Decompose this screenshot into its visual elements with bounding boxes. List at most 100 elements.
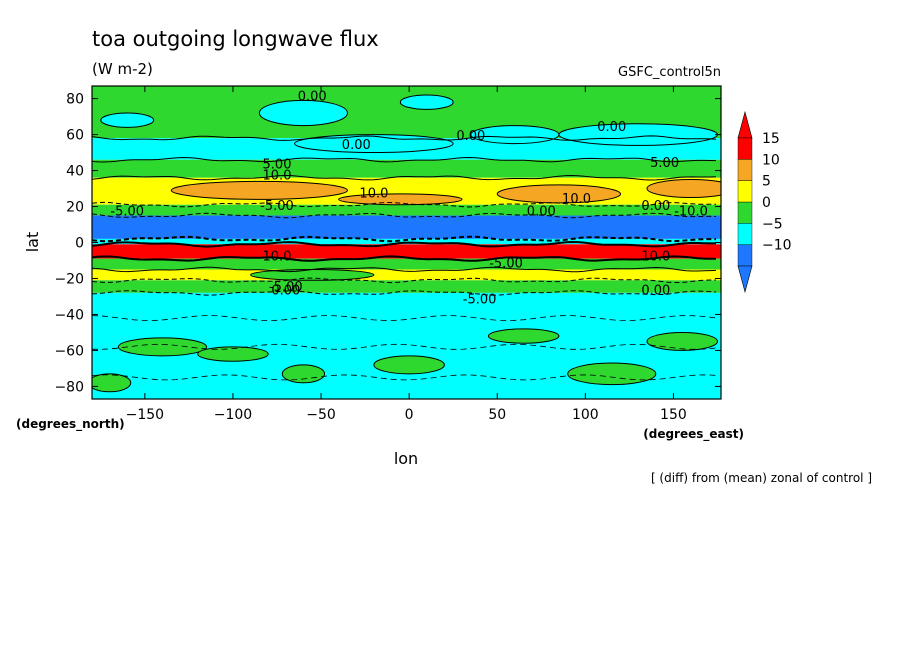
latitude-bands (92, 86, 721, 399)
contour-label-7: 10.0 (359, 187, 388, 202)
x-axis-ticks: −150 −100 −50 0 50 100 150 (126, 86, 687, 423)
contour-line-6 (92, 235, 717, 243)
contour-label-15: 10.0 (641, 249, 670, 264)
contour-lines (92, 135, 717, 381)
contour-label-16: -5.00 (489, 257, 523, 272)
contour-dashed-2 (92, 374, 717, 381)
patch-11 (117, 337, 208, 357)
patch-13 (281, 364, 326, 384)
contour-line-2 (92, 156, 717, 163)
patch-15 (487, 328, 560, 344)
patch-18 (92, 373, 132, 393)
contour-label-12: 0.00 (641, 199, 670, 214)
colorbar-label-4: 10 (762, 152, 780, 168)
x-tick-label-3: 0 (405, 407, 414, 423)
patch-9 (646, 179, 721, 199)
contour-label-9: -5.00 (110, 205, 144, 220)
patch-12 (197, 346, 269, 362)
x-tick-label-0: −150 (126, 407, 164, 423)
colorbar-label-3: 5 (762, 174, 771, 190)
contour-line-7 (92, 240, 716, 248)
y-tick-label-5: 20 (66, 200, 84, 216)
patch-8 (496, 184, 622, 204)
footnote: [ (diff) from (mean) zonal of control ] (651, 471, 872, 485)
y-tick-label-0: −80 (54, 379, 84, 395)
chart-units: (W m-2) (92, 60, 153, 78)
y-tick-label-3: −20 (54, 271, 84, 287)
contour-dashed-0 (92, 315, 717, 321)
x-axis-label: lon (394, 449, 418, 468)
colorbar-top-triangle (737, 110, 753, 139)
contour-label-0: 0.00 (298, 89, 327, 104)
colorbar-bottom-triangle (737, 265, 753, 294)
patch-0 (100, 112, 155, 128)
contour-label-8: 10.0 (562, 192, 591, 207)
contour-line-3 (92, 174, 717, 181)
contour-line-5 (92, 212, 717, 219)
contour-label-20: -5.00 (463, 293, 497, 308)
x-axis-units: (degrees_east) (643, 427, 744, 442)
x-tick-label-5: 100 (572, 407, 599, 423)
contour-label-19: 0.00 (641, 284, 670, 299)
contour-label-3: 0.00 (597, 120, 626, 135)
contour-line-11 (92, 290, 717, 296)
contour-label-1: 0.00 (456, 129, 485, 144)
colorbar-swatch-1 (737, 223, 753, 245)
colorbar-label-1: −5 (762, 216, 783, 232)
colorbar: −10 −5 0 5 10 15 (737, 110, 792, 294)
chart-title: toa outgoing longwave flux (92, 27, 379, 51)
patch-1 (258, 99, 348, 127)
patch-5 (558, 123, 718, 146)
dataset-label: GSFC_control5n (618, 65, 721, 80)
y-tick-label-6: 40 (66, 164, 84, 180)
contour-line-10 (92, 277, 716, 284)
colorbar-swatch-5 (737, 137, 753, 160)
band-7 (92, 244, 721, 259)
band-9 (92, 269, 721, 281)
x-tick-label-1: −100 (214, 407, 252, 423)
patch-16 (646, 331, 718, 351)
x-tick-label-4: 50 (488, 407, 506, 423)
contour-label-18: 0.00 (271, 284, 300, 299)
contour-label-10: -5.00 (260, 199, 294, 214)
y-tick-label-4: 0 (75, 236, 84, 252)
patch-17 (567, 362, 657, 386)
colorbar-swatch-2 (737, 201, 753, 224)
contour-dashed-1 (92, 343, 717, 350)
patch-10 (250, 268, 375, 281)
patch-3 (294, 134, 454, 154)
colorbar-label-0: −10 (762, 238, 792, 254)
contour-label-6: 10.0 (263, 169, 292, 184)
patch-14 (373, 355, 445, 375)
x-tick-label-6: 150 (660, 407, 687, 423)
contour-label-4: 5.00 (263, 158, 292, 173)
y-axis-label: lat (23, 232, 42, 253)
contour-label-2: 0.00 (342, 138, 371, 153)
contour-line-8 (92, 255, 716, 262)
colorbar-label-5: 15 (762, 131, 780, 147)
band-5 (92, 215, 721, 239)
contour-line-4 (92, 201, 716, 208)
contour-label-11: 0.00 (527, 205, 556, 220)
patch-2 (399, 94, 454, 110)
y-tick-label-1: −60 (54, 343, 84, 359)
y-tick-label-8: 80 (66, 92, 84, 108)
band-4 (92, 204, 721, 216)
contour-line-9 (92, 266, 717, 273)
y-tick-label-7: 60 (66, 128, 84, 144)
colorbar-swatch-0 (737, 244, 753, 267)
band-6 (92, 238, 721, 245)
colorbar-label-2: 0 (762, 195, 771, 211)
contour-line-1 (92, 135, 717, 141)
band-8 (92, 258, 721, 270)
band-2 (92, 159, 721, 178)
patch-7 (338, 193, 463, 206)
contour-label-13: -10.0 (674, 205, 708, 220)
y-axis-ticks: −80 −60 −40 −20 0 20 40 60 80 (54, 92, 721, 395)
contour-label-17: -5.00 (269, 280, 303, 295)
y-tick-label-2: −40 (54, 307, 84, 323)
contour-patches (92, 94, 721, 393)
band-10 (92, 280, 721, 293)
